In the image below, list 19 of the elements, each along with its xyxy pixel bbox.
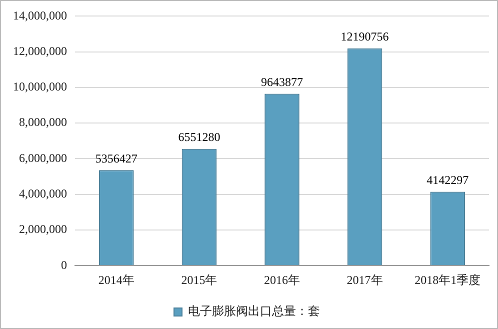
y-tick-label: 12,000,000 (13, 44, 67, 58)
data-label: 6551280 (178, 130, 220, 144)
y-tick-label: 8,000,000 (19, 115, 67, 130)
x-tick-label: 2016年 (264, 272, 300, 287)
data-label: 12190756 (340, 30, 389, 44)
data-label: 4142297 (426, 172, 469, 187)
x-tick-label: 2015年 (181, 272, 218, 287)
x-tick-label: 2017年 (346, 272, 383, 287)
data-label: 5356427 (95, 151, 138, 166)
y-tick-label: 0 (61, 258, 67, 272)
y-tick-label: 6,000,000 (19, 150, 67, 165)
y-tick-label: 14,000,000 (13, 8, 67, 22)
y-tick-label: 10,000,000 (13, 80, 67, 94)
data-label: 9643877 (261, 74, 303, 89)
x-tick-label: 2018年1季度 (414, 272, 481, 287)
y-tick-label: 4,000,000 (19, 186, 67, 200)
legend-label: 电子膨胀阀出口总量：套 (188, 304, 320, 318)
x-tick-label: 2014年 (98, 272, 134, 287)
y-tick-label: 2,000,000 (19, 222, 67, 236)
